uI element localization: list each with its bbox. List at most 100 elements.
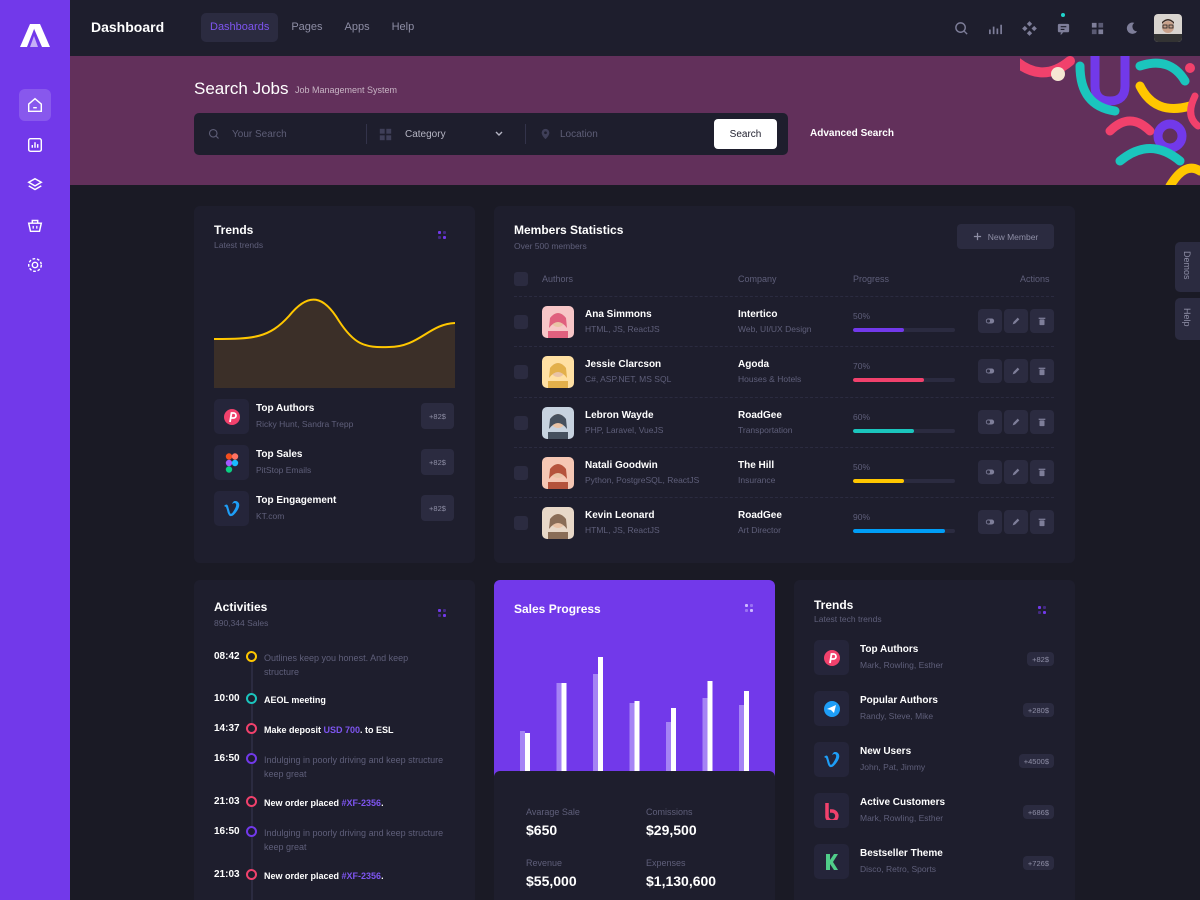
sales-bar-back (702, 698, 708, 771)
author-skills: PHP, Laravel, VueJS (585, 424, 664, 435)
edit-button[interactable] (1004, 409, 1028, 434)
search-button[interactable]: Search (714, 119, 777, 149)
list-item[interactable]: New Users John, Pat, Jimmy +4500$ (814, 742, 1054, 778)
toggle-button[interactable] (978, 309, 1002, 333)
edit-button[interactable] (1004, 459, 1028, 484)
toggle-button[interactable] (978, 510, 1002, 535)
table-row: Jessie Clarcson C#, ASP.NET, MS SQL Agoda H… (514, 346, 1054, 396)
chat-icon[interactable] (1046, 13, 1080, 43)
home-icon[interactable] (19, 89, 51, 121)
grid-icon[interactable] (1080, 13, 1114, 43)
avatar[interactable] (542, 456, 574, 489)
card-menu-icon[interactable] (745, 604, 753, 612)
author-name[interactable]: Natali Goodwin (585, 459, 658, 471)
author-name[interactable]: Ana Simmons (585, 309, 652, 320)
figma-icon (214, 445, 249, 480)
sales-stats-panel: Avarage Sale $650 Comissions $29,500 Rev… (494, 771, 775, 900)
avatar[interactable] (542, 306, 574, 338)
list-item[interactable]: Popular Authors Randy, Steve, Mike +280$ (814, 691, 1054, 727)
layers-icon[interactable] (19, 169, 51, 201)
company-desc: Web, UI/UX Design (738, 324, 812, 334)
avatar[interactable] (542, 356, 574, 389)
list-item[interactable]: Bestseller Theme Disco, Retro, Sports +726… (814, 844, 1054, 880)
search-field[interactable]: Your Search (208, 113, 287, 155)
search-icon[interactable] (944, 13, 978, 43)
delete-button[interactable] (1030, 409, 1054, 434)
trends-subtitle: Latest trends (214, 240, 264, 250)
category-select[interactable]: Category (379, 113, 504, 155)
activity-time: 21:03 (214, 796, 240, 807)
menu-dashboards[interactable]: Dashboards (201, 13, 279, 42)
advanced-search-link[interactable]: Advanced Search (810, 128, 894, 139)
sales-bar-back (520, 731, 525, 771)
location-field[interactable]: Location (540, 113, 598, 155)
demos-tab[interactable]: Demos (1175, 242, 1200, 292)
timeline-dot-icon (246, 753, 257, 764)
logo-icon[interactable] (18, 22, 52, 48)
toggle-button[interactable] (978, 459, 1002, 484)
divider (366, 124, 367, 144)
delete-button[interactable] (1030, 359, 1054, 384)
row-checkbox[interactable] (514, 465, 528, 480)
list-item[interactable]: Top Sales PitStop Emails +82$ (214, 445, 454, 481)
delete-button[interactable] (1030, 459, 1054, 484)
menu-help[interactable]: Help (391, 21, 415, 33)
stat-label: Comissions (646, 807, 693, 817)
select-all-checkbox[interactable] (514, 272, 528, 286)
progress-percent: 60% (853, 411, 871, 422)
author-name[interactable]: Jessie Clarcson (585, 359, 662, 371)
timeline-line (251, 657, 253, 900)
row-checkbox[interactable] (514, 516, 528, 531)
edit-button[interactable] (1004, 309, 1028, 333)
list-item[interactable]: Top Authors Mark, Rowling, Esther +82$ (814, 640, 1054, 676)
moon-icon[interactable] (1114, 13, 1148, 43)
company-name: RoadGee (738, 510, 782, 522)
new-member-button[interactable]: New Member (957, 224, 1054, 249)
card-menu-icon[interactable] (1038, 606, 1046, 614)
help-label: Help (1182, 308, 1192, 327)
kickstarter-icon (814, 844, 849, 879)
list-item[interactable]: Top Engagement KT.com +82$ (214, 491, 454, 527)
col-authors: Authors (542, 274, 574, 284)
toggle-button[interactable] (978, 409, 1002, 434)
item-desc: KT.com (256, 511, 285, 521)
card-menu-icon[interactable] (438, 231, 446, 239)
menu-pages[interactable]: Pages (291, 21, 323, 33)
row-checkbox[interactable] (514, 315, 528, 329)
user-avatar[interactable] (1154, 14, 1182, 42)
activity-link[interactable]: USD 700 (323, 725, 361, 735)
item-badge: +82$ (421, 403, 454, 429)
settings-icon[interactable] (19, 249, 51, 281)
list-item[interactable]: Top Authors Ricky Hunt, Sandra Trepp +82… (214, 399, 454, 435)
sales-bar-back (629, 703, 635, 771)
row-checkbox[interactable] (514, 365, 528, 380)
avatar[interactable] (542, 507, 574, 540)
row-checkbox[interactable] (514, 415, 528, 430)
divider (525, 124, 526, 144)
activity-link[interactable]: #XF-2356 (341, 798, 382, 808)
activity-chart-icon[interactable] (978, 13, 1012, 43)
author-name[interactable]: Kevin Leonard (585, 510, 655, 522)
chart-icon[interactable] (19, 129, 51, 161)
card-menu-icon[interactable] (438, 609, 446, 617)
activity-link[interactable]: #XF-2356 (341, 871, 382, 881)
toggle-button[interactable] (978, 359, 1002, 384)
col-company: Company (738, 274, 777, 284)
apps-diamond-icon[interactable] (1012, 13, 1046, 43)
toggle-icon (985, 519, 995, 525)
author-name[interactable]: Lebron Wayde (585, 409, 654, 421)
table-row: Kevin Leonard HTML, JS, ReactJS RoadGee Art… (514, 497, 1054, 547)
list-item[interactable]: Active Customers Mark, Rowling, Esther +68… (814, 793, 1054, 829)
sales-bar-back (556, 683, 562, 771)
location-placeholder: Location (560, 128, 598, 140)
avatar[interactable] (542, 406, 574, 439)
delete-button[interactable] (1030, 309, 1054, 333)
edit-button[interactable] (1004, 359, 1028, 384)
item-badge: +82$ (421, 495, 454, 521)
edit-button[interactable] (1004, 510, 1028, 535)
delete-button[interactable] (1030, 510, 1054, 535)
help-tab[interactable]: Help (1175, 298, 1200, 340)
menu-apps[interactable]: Apps (344, 21, 370, 33)
basket-icon[interactable] (19, 209, 51, 241)
table-row: Natali Goodwin Python, PostgreSQL, ReactJ… (514, 446, 1054, 497)
